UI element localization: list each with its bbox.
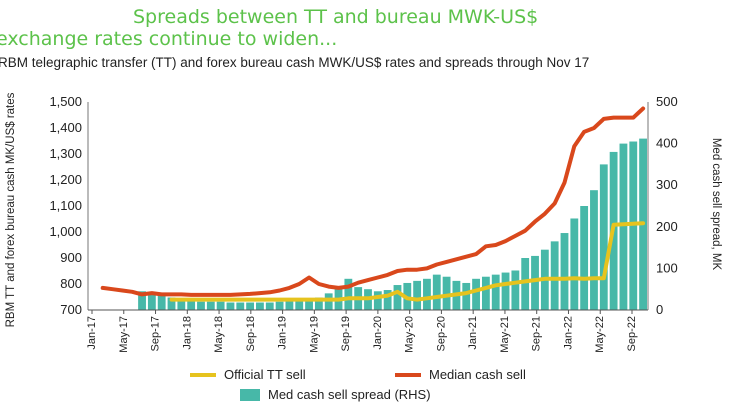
y-left-tick-label: 1,400: [49, 120, 82, 135]
spread-bar: [216, 301, 225, 310]
x-tick-label: Jan-17: [86, 316, 98, 350]
spread-bar: [324, 293, 333, 310]
y-right-tick-label: 100: [656, 260, 678, 275]
spread-bar: [599, 164, 608, 310]
x-tick-label: Sep-21: [531, 316, 543, 351]
y-left-axis-title: RBM TT and forex bureau cash MK/US$ rate…: [5, 92, 17, 327]
spread-bar: [305, 298, 313, 310]
x-tick-label: Sep-18: [245, 316, 257, 351]
y-right-tick-label: 300: [656, 177, 678, 192]
legend-official: Official TT sell: [190, 367, 306, 382]
x-tick-label: May-19: [308, 316, 320, 353]
spread-bar: [197, 301, 205, 310]
spread-bar: [491, 274, 500, 310]
x-tick-label: May-20: [404, 316, 416, 353]
y-right-tick-label: 200: [656, 219, 678, 234]
y-left-tick-label: 1,200: [49, 172, 82, 187]
y-right-tick-label: 500: [656, 94, 678, 109]
spread-bar: [373, 291, 382, 310]
spread-bar: [481, 276, 490, 310]
y-right-tick-label: 0: [656, 302, 663, 317]
spread-bar: [236, 302, 245, 310]
spread-bar: [147, 293, 156, 310]
legend-spread-swatch: [240, 388, 260, 401]
x-tick-label: Jan-19: [277, 316, 289, 350]
legend-spread-label: Med cash sell spread (RHS): [268, 387, 431, 402]
spread-bar: [187, 299, 196, 310]
x-tick-label: Jan-21: [467, 316, 479, 350]
spread-bar: [157, 295, 166, 310]
y-left-tick-label: 900: [60, 250, 82, 265]
legend-median-label: Median cash sell: [429, 367, 526, 382]
spread-bar: [580, 206, 589, 310]
spread-bar: [619, 143, 628, 310]
spread-bar: [531, 255, 539, 310]
official-tt-sell-line: [169, 221, 646, 302]
y-right-tick-label: 400: [656, 136, 678, 151]
spread-bar: [265, 302, 274, 310]
spread-bar: [167, 297, 176, 310]
legend-official-label: Official TT sell: [224, 367, 306, 382]
spread-bar: [590, 190, 598, 310]
spread-bar: [206, 301, 215, 310]
legend-official-swatch: [190, 372, 216, 377]
spread-bar: [246, 302, 255, 310]
spread-bar: [432, 274, 441, 310]
y-left-tick-label: 1,100: [49, 198, 82, 213]
spread-bar: [314, 297, 323, 310]
legend-spread: Med cash sell spread (RHS): [240, 387, 431, 402]
spread-bar: [550, 241, 559, 310]
spread-bar: [462, 282, 471, 310]
spread-bar: [501, 272, 510, 310]
spread-bar: [570, 218, 579, 310]
spread-bar: [393, 285, 402, 310]
spread-bar: [472, 278, 480, 310]
spread-bar: [275, 301, 284, 310]
x-tick-label: May-21: [499, 316, 511, 353]
spread-bar: [511, 270, 520, 310]
spread-bar: [413, 280, 422, 310]
spread-bar: [226, 302, 235, 310]
y-left-tick-label: 800: [60, 276, 82, 291]
spread-bar: [521, 258, 530, 310]
x-tick-label: Jan-18: [181, 316, 193, 350]
chart-title-line2: exchange rates continue to widen...: [0, 28, 338, 50]
legend-median: Median cash sell: [395, 367, 526, 382]
spread-bar: [423, 278, 431, 310]
legend-median-swatch: [395, 372, 421, 377]
spread-bar: [560, 233, 569, 310]
x-tick-label: May-22: [594, 316, 606, 353]
spread-bar: [295, 299, 304, 310]
y-left-tick-label: 700: [60, 302, 82, 317]
x-tick-label: Sep-19: [340, 316, 352, 351]
y-right-axis-title: Med cash sell spread, MK: [710, 138, 722, 271]
y-left-tick-label: 1,500: [49, 94, 82, 109]
median-cash-sell-line: [100, 106, 646, 297]
x-tick-label: May-17: [118, 316, 130, 353]
y-left-tick-label: 1,000: [49, 224, 82, 239]
spread-bar: [442, 276, 451, 310]
y-left-tick-label: 1,300: [49, 146, 82, 161]
x-tick-label: Sep-17: [150, 316, 162, 351]
chart-subtitle: RBM telegraphic transfer (TT) and forex …: [0, 55, 590, 70]
x-tick-label: Jan-20: [372, 316, 384, 350]
spread-bar: [285, 300, 294, 310]
spread-bar: [383, 290, 392, 310]
x-tick-label: Sep-20: [435, 316, 447, 351]
spread-bar: [344, 278, 353, 310]
x-tick-label: Sep-22: [626, 316, 638, 351]
spread-bar: [177, 300, 186, 310]
x-tick-label: Jan-22: [562, 316, 574, 350]
chart-title-line1: Spreads between TT and bureau MWK-US$: [133, 6, 539, 28]
spread-bar: [256, 302, 264, 310]
spread-bar: [629, 141, 638, 310]
x-tick-label: May-18: [213, 316, 225, 353]
spread-bar: [138, 291, 146, 310]
